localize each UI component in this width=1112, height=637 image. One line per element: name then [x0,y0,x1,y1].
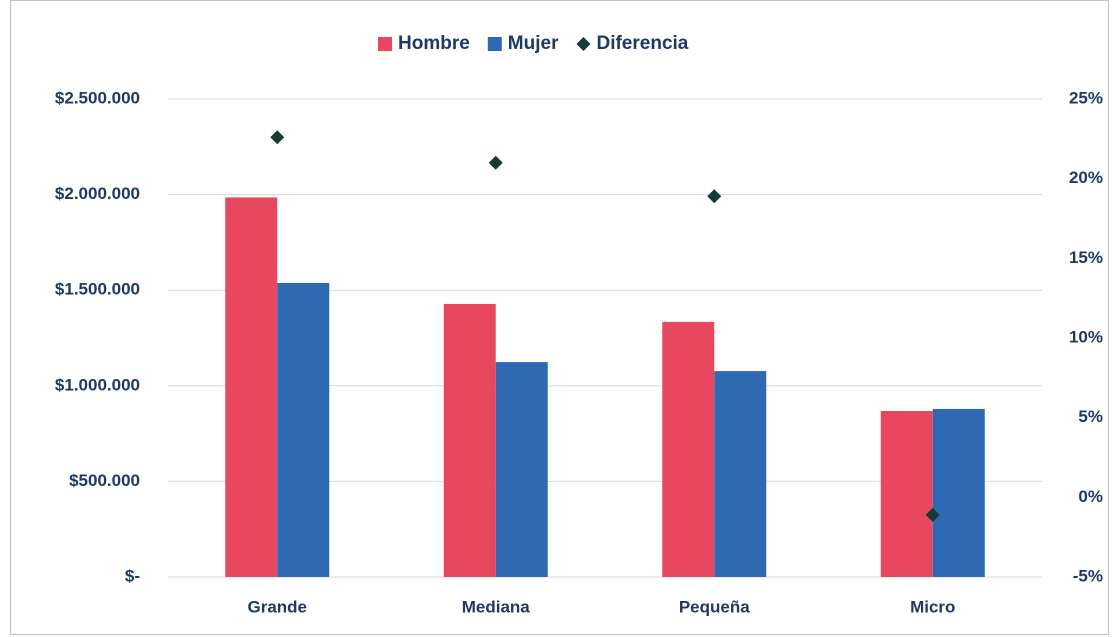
y-tick-label: $1.500.000 [55,280,140,299]
legend-label: Mujer [508,33,559,54]
legend-label: Hombre [398,33,470,54]
diamond-marker [488,155,503,170]
bar [932,408,985,577]
y-tick-label: $500.000 [69,471,140,490]
y2-tick-label: 0% [1078,487,1103,506]
diamond-marker [925,507,940,522]
y2-tick-label: 10% [1069,327,1103,346]
y2-tick-label: -5% [1073,566,1103,585]
y-tick-label: $- [125,566,140,585]
diamond-marker [270,130,285,145]
y2-tick-label: 5% [1078,407,1103,426]
y-tick-label: $2.500.000 [55,88,140,107]
bar [277,282,330,577]
y2-tick-label: 15% [1069,248,1103,267]
y-tick-label: $2.000.000 [55,184,140,203]
legend-marker [576,37,591,51]
legend-label: Diferencia [596,33,688,54]
bar [225,197,278,577]
y-tick-label: $1.000.000 [55,375,140,394]
legend-marker [378,37,392,51]
diamond-marker [707,189,722,204]
bar [662,321,715,577]
bar [495,362,548,577]
bar [880,411,933,577]
x-tick-label: Mediana [462,597,531,616]
x-tick-label: Micro [910,597,955,616]
bar [443,303,496,577]
y2-tick-label: 20% [1069,168,1103,187]
x-tick-label: Pequeña [679,597,750,616]
x-tick-label: Grande [247,597,307,616]
bar [714,371,767,577]
legend-marker [487,37,502,51]
y2-tick-label: 25% [1069,88,1103,107]
